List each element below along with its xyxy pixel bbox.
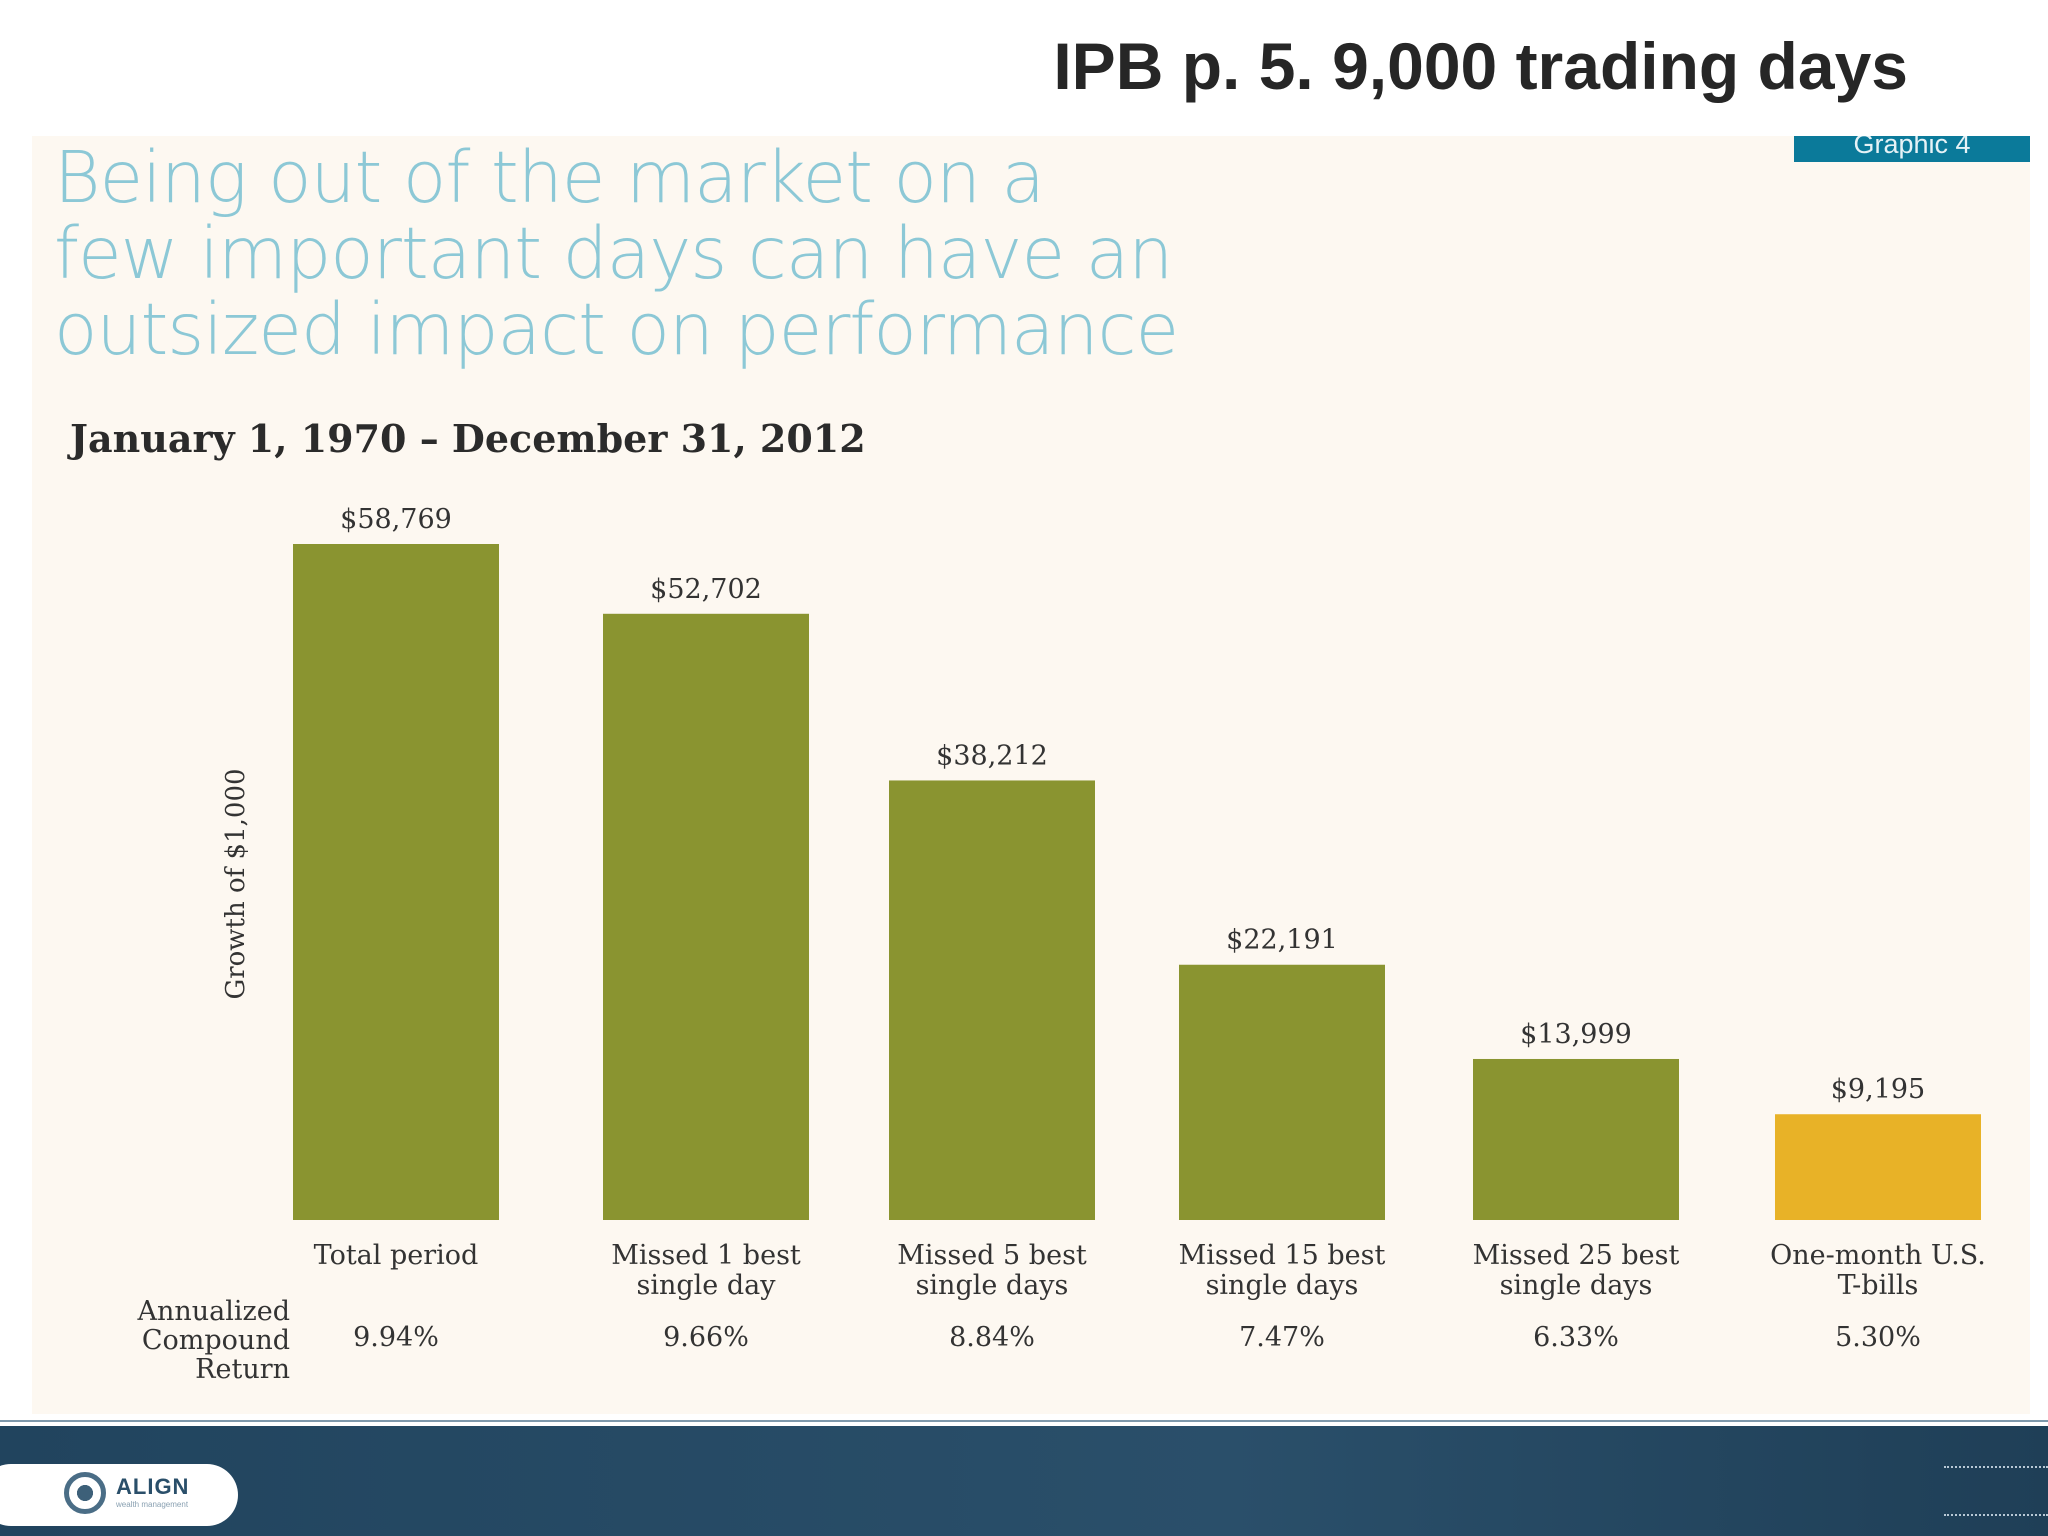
bar-value-label-4: $22,191	[1226, 925, 1338, 956]
return-row-label-line-1: Annualized	[136, 1296, 290, 1327]
logo-text: ALIGN	[116, 1474, 190, 1499]
y-axis-label: Growth of $1,000	[221, 768, 251, 999]
bar-6	[1775, 1114, 1981, 1220]
bar-value-label-5: $13,999	[1520, 1019, 1632, 1050]
annualized-return-1: 9.94%	[353, 1322, 439, 1353]
category-label-5-line-2: single days	[1500, 1270, 1653, 1301]
bar-value-label-1: $58,769	[340, 504, 452, 535]
bar-value-label-2: $52,702	[650, 574, 762, 605]
footer-dots-bottom	[1944, 1514, 2048, 1516]
footer-band	[0, 1426, 2048, 1536]
bar-value-label-6: $9,195	[1831, 1074, 1925, 1105]
align-logo-icon	[64, 1472, 106, 1514]
chart-panel: Graphic 4 Being out of the market on a f…	[32, 136, 2030, 1414]
footer-bar: ALIGN wealth management	[0, 1414, 2048, 1536]
bar-4	[1179, 964, 1385, 1220]
annualized-return-5: 6.33%	[1533, 1322, 1619, 1353]
category-label-3-line-2: single days	[916, 1270, 1069, 1301]
slide-title: IPB p. 5. 9,000 trading days	[1053, 29, 1908, 103]
footer-dots-top	[1944, 1466, 2048, 1468]
return-row-label-line-3: Return	[195, 1354, 290, 1385]
bar-2	[603, 613, 809, 1220]
bar-5	[1473, 1058, 1679, 1220]
bar-3	[889, 780, 1095, 1220]
headline: Being out of the market on a few importa…	[54, 136, 1179, 371]
bar-1	[293, 544, 499, 1220]
annualized-return-4: 7.47%	[1239, 1322, 1325, 1353]
category-label-6-line-1: One-month U.S.	[1770, 1240, 1986, 1271]
category-label-1-line-1: Total period	[314, 1240, 479, 1271]
return-row-label-line-2: Compound	[142, 1325, 290, 1356]
category-label-5-line-1: Missed 25 best	[1473, 1240, 1680, 1271]
headline-line-2: few important days can have an	[54, 212, 1173, 295]
headline-line-3: outsized impact on performance	[54, 288, 1179, 371]
category-label-2-line-1: Missed 1 best	[611, 1240, 801, 1271]
category-label-6-line-2: T-bills	[1838, 1270, 1919, 1301]
category-label-4-line-2: single days	[1206, 1270, 1359, 1301]
bar-chart: Growth of $1,000 $58,769 Total period 9.94%…	[136, 504, 1986, 1385]
headline-line-1: Being out of the market on a	[54, 136, 1045, 219]
date-range: January 1, 1970 – December 31, 2012	[70, 416, 866, 461]
graphic-tag: Graphic 4	[1794, 136, 2030, 162]
logo-badge	[0, 1464, 238, 1526]
category-label-2-line-2: single day	[637, 1270, 777, 1301]
annualized-return-3: 8.84%	[949, 1322, 1035, 1353]
category-label-3-line-1: Missed 5 best	[897, 1240, 1087, 1271]
logo-subtext: wealth management	[116, 1500, 189, 1509]
annualized-return-6: 5.30%	[1835, 1322, 1921, 1353]
bar-value-label-3: $38,212	[936, 740, 1048, 771]
category-label-4-line-1: Missed 15 best	[1179, 1240, 1386, 1271]
annualized-return-2: 9.66%	[663, 1322, 749, 1353]
footer-divider	[0, 1420, 2048, 1422]
